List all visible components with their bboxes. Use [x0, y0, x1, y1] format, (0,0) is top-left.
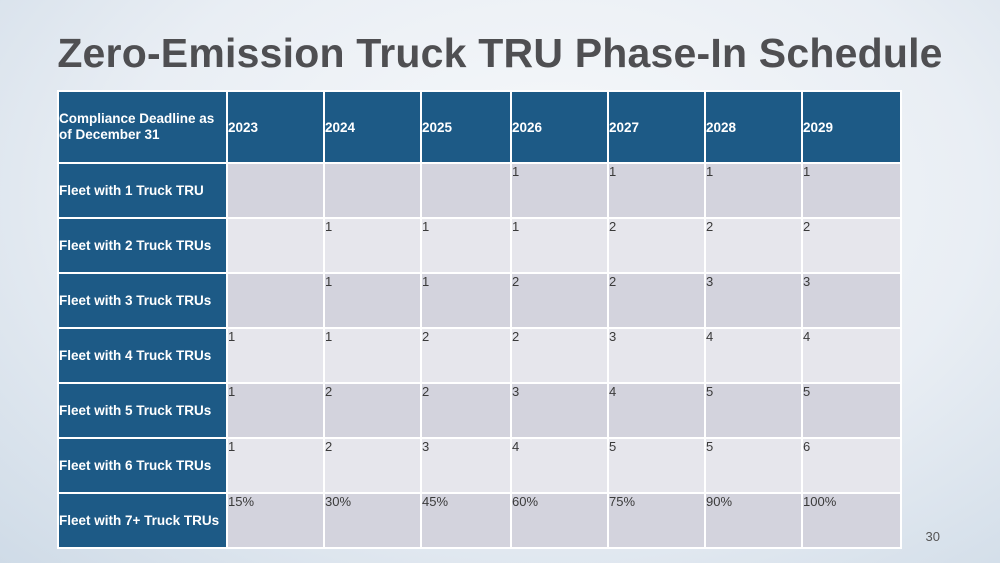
- slide-title: Zero-Emission Truck TRU Phase-In Schedul…: [57, 30, 943, 76]
- year-header-2025: 2025: [420, 90, 512, 164]
- table-cell: 15%: [226, 492, 325, 549]
- table-cell: 60%: [510, 492, 609, 549]
- table-cell: 2: [420, 382, 512, 439]
- page-number: 30: [925, 529, 940, 544]
- table-cell: 3: [801, 272, 902, 329]
- table-cell: 1: [510, 162, 609, 219]
- table-cell: 4: [607, 382, 706, 439]
- table-cell: 4: [704, 327, 803, 384]
- table-cell: 5: [704, 437, 803, 494]
- table-cell: 5: [704, 382, 803, 439]
- table-cell: 4: [510, 437, 609, 494]
- table-cell: 1: [226, 327, 325, 384]
- row-label: Fleet with 3 Truck TRUs: [57, 272, 228, 329]
- table-cell: 6: [801, 437, 902, 494]
- table-header-row: Compliance Deadline as of December 31 20…: [57, 90, 902, 164]
- year-header-2027: 2027: [607, 90, 706, 164]
- year-header-2023: 2023: [226, 90, 325, 164]
- table-cell: 3: [510, 382, 609, 439]
- table-cell: 4: [801, 327, 902, 384]
- row-label: Fleet with 1 Truck TRU: [57, 162, 228, 219]
- year-header-2024: 2024: [323, 90, 422, 164]
- row-label: Fleet with 4 Truck TRUs: [57, 327, 228, 384]
- table-cell: 75%: [607, 492, 706, 549]
- table-cell: 100%: [801, 492, 902, 549]
- row-label: Fleet with 5 Truck TRUs: [57, 382, 228, 439]
- table-cell: 1: [226, 382, 325, 439]
- table-cell: 1: [323, 272, 422, 329]
- table-cell: [323, 162, 422, 219]
- table-cell: 1: [801, 162, 902, 219]
- table-cell: 3: [420, 437, 512, 494]
- table-cell: 2: [607, 217, 706, 274]
- table-row: Fleet with 2 Truck TRUs 1 1 1 2 2 2: [57, 217, 902, 274]
- table-cell: [226, 162, 325, 219]
- table-cell: 1: [420, 272, 512, 329]
- table-row: Fleet with 5 Truck TRUs 1 2 2 3 4 5 5: [57, 382, 902, 439]
- year-header-2029: 2029: [801, 90, 902, 164]
- table-row: Fleet with 7+ Truck TRUs 15% 30% 45% 60%…: [57, 492, 902, 549]
- table-cell: 5: [801, 382, 902, 439]
- table-row: Fleet with 6 Truck TRUs 1 2 3 4 5 5 6: [57, 437, 902, 494]
- year-header-2028: 2028: [704, 90, 803, 164]
- table-cell: 1: [420, 217, 512, 274]
- table-cell: 2: [704, 217, 803, 274]
- table-cell: 1: [323, 327, 422, 384]
- table-cell: 2: [801, 217, 902, 274]
- table-cell: 2: [420, 327, 512, 384]
- compliance-deadline-header: Compliance Deadline as of December 31: [57, 90, 228, 164]
- table-cell: 2: [607, 272, 706, 329]
- table-cell: 2: [510, 327, 609, 384]
- table-cell: 1: [226, 437, 325, 494]
- row-label: Fleet with 7+ Truck TRUs: [57, 492, 228, 549]
- phase-in-schedule-table: Compliance Deadline as of December 31 20…: [57, 90, 902, 549]
- table-cell: 3: [607, 327, 706, 384]
- table-row: Fleet with 4 Truck TRUs 1 1 2 2 3 4 4: [57, 327, 902, 384]
- year-header-2026: 2026: [510, 90, 609, 164]
- table-row: Fleet with 1 Truck TRU 1 1 1 1: [57, 162, 902, 219]
- table-cell: 3: [704, 272, 803, 329]
- table-cell: 1: [510, 217, 609, 274]
- table-cell: 5: [607, 437, 706, 494]
- table-row: Fleet with 3 Truck TRUs 1 1 2 2 3 3: [57, 272, 902, 329]
- table-cell: 90%: [704, 492, 803, 549]
- table-cell: 1: [607, 162, 706, 219]
- table-cell: 1: [704, 162, 803, 219]
- table-cell: [226, 217, 325, 274]
- table-cell: [226, 272, 325, 329]
- row-label: Fleet with 6 Truck TRUs: [57, 437, 228, 494]
- table-cell: 2: [323, 382, 422, 439]
- table-cell: 1: [323, 217, 422, 274]
- table-cell: 2: [510, 272, 609, 329]
- table-cell: 2: [323, 437, 422, 494]
- table-cell: [420, 162, 512, 219]
- table-cell: 30%: [323, 492, 422, 549]
- table-cell: 45%: [420, 492, 512, 549]
- row-label: Fleet with 2 Truck TRUs: [57, 217, 228, 274]
